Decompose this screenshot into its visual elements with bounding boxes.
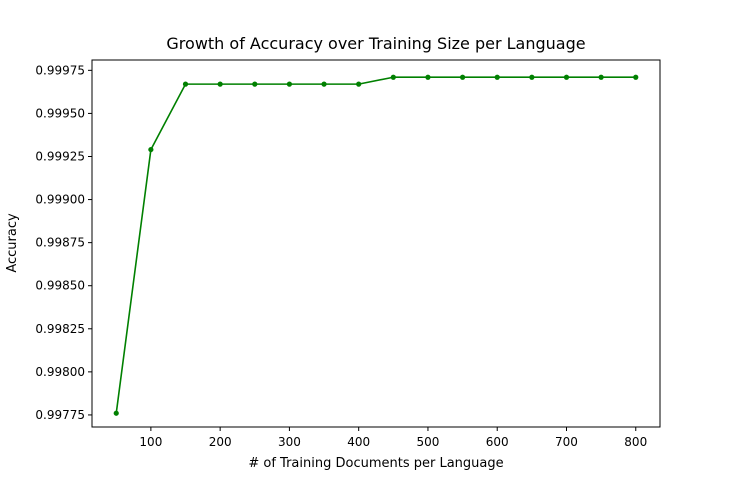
data-point — [529, 74, 535, 80]
data-point — [286, 81, 293, 87]
x-tick-label: 100 — [139, 435, 162, 449]
x-tick-label: 300 — [278, 435, 301, 449]
data-point — [598, 74, 604, 80]
data-point — [148, 146, 154, 153]
y-tick-label: 0.99825 — [35, 322, 85, 336]
y-tick-label: 0.99900 — [35, 193, 85, 207]
y-axis-label: Accuracy — [5, 213, 20, 273]
x-tick-label: 700 — [555, 435, 578, 449]
y-tick-label: 0.99925 — [35, 149, 85, 163]
x-tick-label: 400 — [347, 435, 370, 449]
x-tick-label: 200 — [209, 435, 232, 449]
x-tick-label: 800 — [624, 435, 647, 449]
series-line — [115, 76, 636, 414]
data-point — [494, 74, 500, 80]
y-tick-label: 0.99775 — [35, 408, 85, 422]
data-point — [459, 74, 466, 80]
data-point — [321, 81, 327, 87]
data-point — [217, 81, 223, 87]
data-point — [113, 410, 119, 416]
y-tick-label: 0.99875 — [35, 236, 85, 250]
y-tick-label: 0.99800 — [35, 365, 85, 379]
x-tick-label: 600 — [486, 435, 509, 449]
data-point — [390, 74, 396, 80]
y-tick-label: 0.99975 — [35, 63, 85, 77]
y-tick-label: 0.99850 — [35, 279, 85, 293]
x-axis-label: # of Training Documents per Language — [248, 456, 503, 471]
data-point — [425, 74, 431, 80]
chart-title: Growth of Accuracy over Training Size pe… — [166, 34, 585, 53]
data-point — [633, 74, 639, 80]
y-tick-label: 0.99950 — [35, 106, 85, 120]
plot-area: 100 200 300 400 500 600 700 800 0.99775 0.99800 0.… — [35, 59, 661, 449]
data-point — [356, 81, 362, 87]
x-tick-label: 500 — [416, 435, 439, 449]
plot-frame — [91, 59, 661, 428]
data-point — [182, 81, 189, 87]
data-point — [252, 81, 258, 87]
data-point — [563, 74, 570, 80]
